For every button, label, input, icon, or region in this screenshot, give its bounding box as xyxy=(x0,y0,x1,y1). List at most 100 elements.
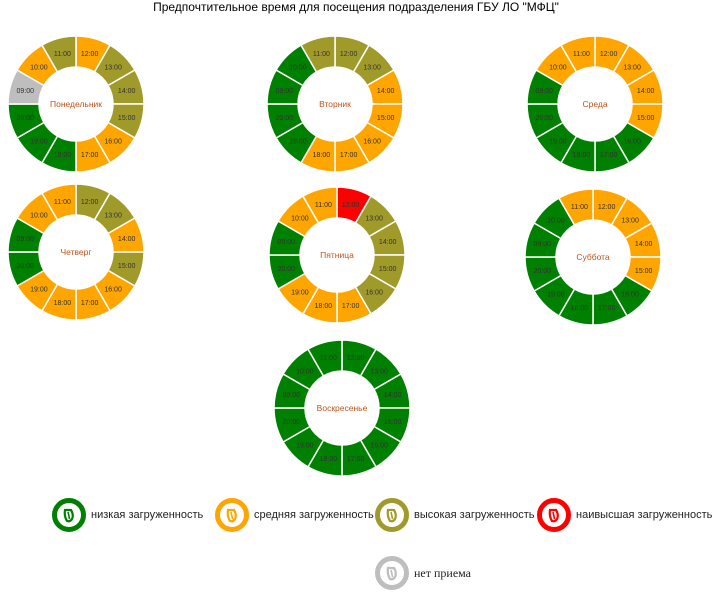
donut-chart-6: 12:00 13:00 14:00 15:00 16:00 17:00 18:00 19:00… xyxy=(524,188,662,326)
slice-time-label: 12:00 xyxy=(598,204,616,211)
slice-time-label: 13:00 xyxy=(104,212,122,219)
donut-slice xyxy=(40,35,77,73)
slice-time-label: 09:00 xyxy=(536,88,554,95)
slice-time-label: 16:00 xyxy=(370,443,388,450)
slice-time-label: 12:00 xyxy=(342,202,360,209)
donut-chart-1: 12:00 13:00 14:00 15:00 16:00 17:00 18:00 19:00… xyxy=(7,35,145,173)
slice-time-label: 20:00 xyxy=(283,419,301,426)
day-label: Вторник xyxy=(319,99,351,109)
slice-time-label: 11:00 xyxy=(315,202,332,209)
slice-time-label: 18:00 xyxy=(571,305,589,312)
slice-time-label: 17:00 xyxy=(81,152,99,159)
slice-time-label: 18:00 xyxy=(313,152,331,159)
slice-time-label: 10:00 xyxy=(30,212,48,219)
slice-time-label: 14:00 xyxy=(384,392,402,399)
slice-time-label: 09:00 xyxy=(534,241,552,248)
slice-time-label: 17:00 xyxy=(81,300,99,307)
slice-time-label: 15:00 xyxy=(118,263,136,270)
slice-time-label: 13:00 xyxy=(104,64,122,71)
slice-time-label: 09:00 xyxy=(283,392,301,399)
slice-time-label: 20:00 xyxy=(536,115,554,122)
donut-chart-5: 12:00 13:00 14:00 15:00 16:00 17:00 18:00 19:00… xyxy=(268,186,406,324)
slice-time-label: 15:00 xyxy=(384,419,402,426)
slice-time-label: 12:00 xyxy=(347,355,365,362)
slice-time-label: 18:00 xyxy=(320,456,338,463)
slice-time-label: 16:00 xyxy=(363,139,381,146)
slice-time-label: 09:00 xyxy=(276,88,294,95)
slice-time-label: 20:00 xyxy=(276,115,294,122)
day-label: Четверг xyxy=(61,247,92,257)
slice-time-label: 11:00 xyxy=(54,199,71,206)
slice-time-label: 14:00 xyxy=(379,239,397,246)
slice-time-label: 10:00 xyxy=(547,217,565,224)
donut-slice xyxy=(299,35,336,73)
donut-chart-7: 12:00 13:00 14:00 15:00 16:00 17:00 18:00 19:00… xyxy=(273,339,411,477)
donut-chart-2: 12:00 13:00 14:00 15:00 16:00 17:00 18:00 19:00… xyxy=(266,35,404,173)
slice-time-label: 19:00 xyxy=(296,443,314,450)
slice-time-label: 12:00 xyxy=(600,51,618,58)
slice-time-label: 14:00 xyxy=(377,88,395,95)
slice-time-label: 17:00 xyxy=(347,456,365,463)
donut-chart-4: 12:00 13:00 14:00 15:00 16:00 17:00 18:00 19:00… xyxy=(7,183,145,321)
slice-time-label: 11:00 xyxy=(573,51,590,58)
slice-time-label: 10:00 xyxy=(296,368,314,375)
slice-time-label: 18:00 xyxy=(573,152,591,159)
slice-time-label: 18:00 xyxy=(315,303,333,310)
slice-time-label: 16:00 xyxy=(104,139,122,146)
day-label: Суббота xyxy=(576,252,610,262)
slice-time-label: 20:00 xyxy=(278,266,296,273)
donut-slice xyxy=(306,339,343,377)
slice-time-label: 15:00 xyxy=(379,266,397,273)
slice-time-label: 09:00 xyxy=(278,239,296,246)
donut-chart-3: 12:00 13:00 14:00 15:00 16:00 17:00 18:00 19:00… xyxy=(526,35,664,173)
slice-time-label: 09:00 xyxy=(17,88,35,95)
donut-slice xyxy=(559,35,596,73)
slice-time-label: 11:00 xyxy=(571,204,588,211)
slice-time-label: 12:00 xyxy=(81,51,99,58)
day-label: Среда xyxy=(582,99,607,109)
slice-time-label: 11:00 xyxy=(54,51,71,58)
slice-time-label: 18:00 xyxy=(54,300,72,307)
slice-time-label: 17:00 xyxy=(340,152,358,159)
slice-time-label: 20:00 xyxy=(17,115,35,122)
donut-slice xyxy=(40,183,77,221)
slice-time-label: 14:00 xyxy=(637,88,655,95)
slice-time-label: 10:00 xyxy=(30,64,48,71)
slice-time-label: 13:00 xyxy=(370,368,388,375)
slice-time-label: 15:00 xyxy=(118,115,136,122)
slice-time-label: 16:00 xyxy=(621,292,639,299)
slice-time-label: 16:00 xyxy=(623,139,641,146)
day-label: Воскресенье xyxy=(317,403,368,413)
slice-time-label: 10:00 xyxy=(291,215,309,222)
slice-time-label: 14:00 xyxy=(118,236,136,243)
day-label: Понедельник xyxy=(50,99,102,109)
slice-time-label: 16:00 xyxy=(104,287,122,294)
donut-slice xyxy=(557,188,594,226)
slice-time-label: 19:00 xyxy=(547,292,565,299)
slice-time-label: 15:00 xyxy=(377,115,395,122)
slice-time-label: 19:00 xyxy=(291,290,309,297)
slice-time-label: 14:00 xyxy=(635,241,653,248)
slice-time-label: 17:00 xyxy=(342,303,360,310)
slice-time-label: 19:00 xyxy=(30,139,48,146)
slice-time-label: 11:00 xyxy=(313,51,330,58)
slice-time-label: 17:00 xyxy=(598,305,616,312)
slice-time-label: 16:00 xyxy=(365,290,383,297)
slice-time-label: 20:00 xyxy=(17,263,35,270)
slice-time-label: 15:00 xyxy=(635,268,653,275)
slice-time-label: 14:00 xyxy=(118,88,136,95)
slice-time-label: 13:00 xyxy=(621,217,639,224)
slice-time-label: 12:00 xyxy=(340,51,358,58)
slice-time-label: 13:00 xyxy=(623,64,641,71)
page-title: Предпочтительное время для посещения под… xyxy=(153,0,559,14)
slice-time-label: 10:00 xyxy=(289,64,307,71)
slice-time-label: 13:00 xyxy=(363,64,381,71)
slice-time-label: 10:00 xyxy=(549,64,567,71)
slice-time-label: 13:00 xyxy=(365,215,383,222)
slice-time-label: 11:00 xyxy=(320,355,337,362)
slice-time-label: 19:00 xyxy=(30,287,48,294)
slice-time-label: 20:00 xyxy=(534,268,552,275)
slice-time-label: 09:00 xyxy=(17,236,35,243)
day-label: Пятница xyxy=(320,250,354,260)
